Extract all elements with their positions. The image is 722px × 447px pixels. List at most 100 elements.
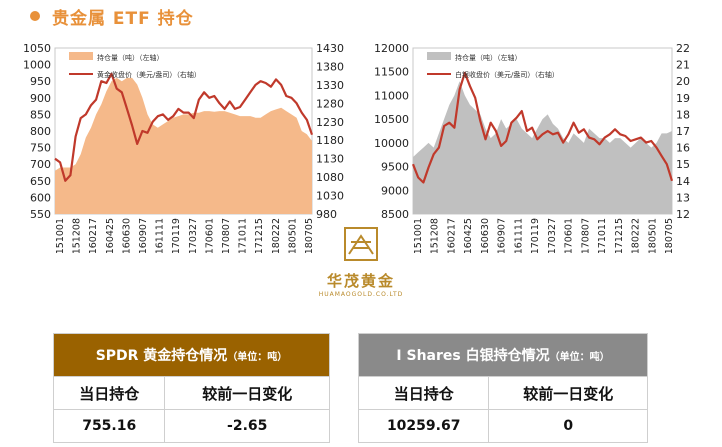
silver-y2-tick-label: 18 [676, 108, 690, 121]
bullet-icon [30, 11, 40, 21]
silver-x-tick-label: 20161111 [513, 218, 524, 253]
silver-value-change: 0 [488, 409, 648, 443]
silver-y2-tick-label: 14 [676, 175, 690, 188]
silver-y-tick-label: 11500 [374, 66, 409, 79]
silver-y2-tick-label: 12 [676, 208, 690, 221]
gold-x-tick-label: 20171011 [238, 218, 249, 253]
page-title-text: 贵金属 ETF 持仓 [52, 8, 194, 29]
gold-y2-tick-label: 1380 [316, 60, 344, 73]
gold-y2-tick-label: 1130 [316, 153, 344, 166]
logo: 华茂黄金 HUAMAOGOLD.CO.LTD [316, 224, 406, 304]
silver-x-tick-label: 20151208 [430, 218, 441, 253]
gold-y-tick-label: 750 [30, 142, 51, 155]
gold-y2-tick-label: 1180 [316, 134, 344, 147]
gold-x-tick-label: 20170119 [171, 218, 182, 253]
gold-x-tick-label: 20151001 [55, 218, 66, 253]
gold-table-header: SPDR 黄金持仓情况（单位：吨） [53, 333, 330, 377]
gold-holdings-table: SPDR 黄金持仓情况（单位：吨） 当日持仓 较前一日变化 755.16 -2.… [52, 333, 330, 443]
gold-holdings-area [55, 77, 312, 215]
silver-y2-tick-label: 16 [676, 142, 690, 155]
gold-y2-tick-label: 1280 [316, 97, 344, 110]
gold-y2-tick-label: 1230 [316, 116, 344, 129]
gold-y2-tick-label: 980 [316, 208, 337, 221]
silver-x-tick-label: 20160907 [497, 218, 508, 253]
silver-holdings-table: I Shares 白银持仓情况（单位：吨） 当日持仓 较前一日变化 10259.… [357, 333, 648, 443]
gold-x-tick-label: 20180501 [287, 218, 298, 253]
gold-y-tick-label: 1000 [23, 59, 51, 72]
gold-y-tick-label: 800 [30, 125, 51, 138]
silver-y2-tick-label: 15 [676, 158, 690, 171]
silver-y-tick-label: 9500 [381, 161, 409, 174]
gold-etf-chart: 550 600 650 700 750 800 850 900 950 1000 1050 980 10… [23, 42, 344, 253]
silver-etf-chart: 8500 9000 9500 10000 10500 11000 11500 12000 12 1… [374, 42, 690, 253]
silver-y-tick-label: 12000 [374, 42, 409, 55]
silver-y-tick-label: 9000 [381, 184, 409, 197]
silver-x-tick-label: 20180501 [647, 218, 658, 253]
silver-x-tick-label: 20160425 [463, 218, 474, 253]
gold-x-tick-label: 20161111 [155, 218, 166, 253]
gold-legend-line-label: 黄金收盘价（美元/盎司）（右轴） [97, 70, 201, 79]
silver-y2-tick-label: 19 [676, 92, 690, 105]
gold-table-title: SPDR 黄金持仓情况 [95, 348, 228, 364]
gold-x-tick-label: 20160425 [105, 218, 116, 253]
silver-x-tick-label: 20170601 [564, 218, 575, 253]
silver-table-unit: （单位：吨） [549, 352, 610, 363]
gold-y-tick-label: 650 [30, 175, 51, 188]
silver-y2-tick-label: 21 [676, 59, 690, 72]
silver-y2-tick-label: 17 [676, 125, 690, 138]
gold-value-current: 755.16 [52, 409, 166, 443]
logo-mark-icon [344, 227, 378, 261]
silver-col-current: 当日持仓 [357, 376, 490, 410]
logo-name-cn: 华茂黄金 [326, 272, 395, 290]
silver-x-tick-label: 20171011 [597, 218, 608, 253]
silver-holdings-area [413, 81, 672, 214]
gold-y2-tick-label: 1030 [316, 190, 344, 203]
gold-value-change: -2.65 [164, 409, 330, 443]
silver-y-tick-label: 11000 [374, 89, 409, 102]
silver-y2-tick-label: 20 [676, 75, 690, 88]
gold-y-tick-label: 950 [30, 75, 51, 88]
gold-x-tick-label: 20160217 [88, 218, 99, 253]
gold-x-tick-label: 20170601 [204, 218, 215, 253]
silver-table-title: I Shares 白银持仓情况 [396, 348, 550, 364]
silver-legend-area-label: 持仓量（吨）（左轴） [455, 53, 522, 62]
gold-y-tick-label: 550 [30, 208, 51, 221]
gold-y-tick-label: 900 [30, 92, 51, 105]
silver-col-change: 较前一日变化 [488, 376, 648, 410]
silver-x-tick-label: 20180705 [664, 218, 675, 253]
gold-legend-area-label: 持仓量（吨）（左轴） [97, 53, 164, 62]
silver-price-line [411, 71, 674, 184]
silver-table-header: I Shares 白银持仓情况（单位：吨） [358, 333, 648, 377]
gold-x-tick-label: 20151208 [72, 218, 83, 253]
gold-x-tick-label: 20180705 [304, 218, 315, 253]
silver-y2-tick-label: 13 [676, 191, 690, 204]
gold-y-tick-label: 700 [30, 158, 51, 171]
silver-y-tick-label: 8500 [381, 208, 409, 221]
silver-value-current: 10259.67 [357, 409, 490, 443]
gold-y2-tick-label: 1330 [316, 79, 344, 92]
gold-x-tick-label: 20160630 [121, 218, 132, 253]
gold-y2-tick-label: 1080 [316, 171, 344, 184]
silver-x-tick-label: 20180222 [631, 218, 642, 253]
silver-x-tick-label: 20160217 [446, 218, 457, 253]
gold-x-tick-label: 20160907 [138, 218, 149, 253]
gold-x-tick-label: 20180222 [271, 218, 282, 253]
silver-x-tick-label: 20170807 [580, 218, 591, 253]
gold-x-tick-label: 20171215 [254, 218, 265, 253]
gold-y-tick-label: 600 [30, 191, 51, 204]
gold-y2-tick-label: 1430 [316, 42, 344, 55]
gold-x-tick-label: 20170807 [221, 218, 232, 253]
silver-legend-area-swatch [427, 52, 451, 60]
gold-legend-area-swatch [69, 52, 93, 60]
gold-y-tick-label: 850 [30, 108, 51, 121]
silver-y2-tick-label: 22 [676, 42, 690, 55]
silver-y-tick-label: 10000 [374, 137, 409, 150]
silver-legend-line-label: 白银收盘价（美元/盎司）（右轴） [455, 70, 559, 79]
gold-price-line [54, 72, 314, 182]
silver-x-tick-label: 20170327 [547, 218, 558, 253]
gold-x-tick-label: 20170327 [188, 218, 199, 253]
silver-x-tick-label: 20160630 [480, 218, 491, 253]
page-title: 贵金属 ETF 持仓 [30, 2, 194, 30]
gold-y-tick-label: 1050 [23, 42, 51, 55]
silver-x-tick-label: 20170119 [530, 218, 541, 253]
